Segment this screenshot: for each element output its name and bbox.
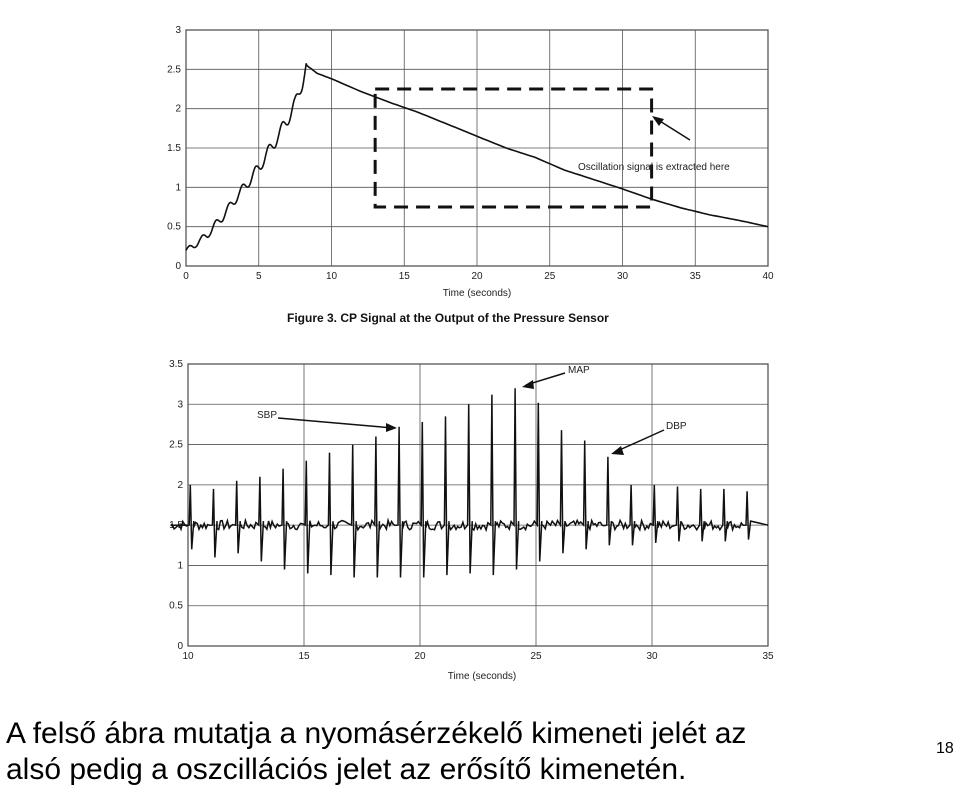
sbp-arrow bbox=[277, 417, 394, 429]
c2-x-tick-label: 30 bbox=[646, 651, 658, 662]
figure-canvas: 0 5 10 15 20 25 30 35 40 00.511.522.53 Oscillati… bbox=[167, 25, 774, 682]
chart2-y-ticks: 00.511.522.533.5 bbox=[169, 359, 183, 652]
c1-x-tick-label: 25 bbox=[544, 271, 556, 282]
chart1-extraction-box bbox=[373, 87, 654, 209]
c1-y-tick-label: 1 bbox=[175, 182, 181, 193]
chart1-x-axis-label: Time (seconds) bbox=[443, 288, 512, 299]
cp-signal-chart: 0 5 10 15 20 25 30 35 40 0 0.5 1 1.5 2 2.5 3 Oscillati… bbox=[167, 25, 774, 325]
c1-x-tick-label: 0 bbox=[183, 271, 189, 282]
c1-y-tick-label: 0 bbox=[175, 261, 181, 272]
c1-y-tick-label: 1.5 bbox=[167, 143, 181, 154]
c2-y-tick-label: 1 bbox=[177, 560, 183, 571]
c2-y-tick-label: 2 bbox=[177, 480, 183, 491]
c2-x-tick-label: 10 bbox=[182, 651, 194, 662]
c1-x-tick-label: 10 bbox=[326, 271, 338, 282]
chart1-arrow-head bbox=[652, 116, 664, 126]
c2-y-tick-label: 3.5 bbox=[169, 359, 183, 370]
c1-x-tick-label: 5 bbox=[256, 271, 262, 282]
c1-x-tick-label: 30 bbox=[617, 271, 629, 282]
sbp-arrow-head bbox=[386, 423, 397, 432]
dbp-label: DBP bbox=[666, 421, 687, 432]
c1-x-tick-label: 35 bbox=[690, 271, 702, 282]
c2-x-tick-label: 35 bbox=[762, 651, 774, 662]
chart2-grid bbox=[187, 363, 769, 647]
page-number: 18 bbox=[936, 740, 954, 757]
chart2-oscillation-line bbox=[170, 388, 769, 578]
chart1-annotation-text: Oscillation signal is extracted here bbox=[578, 162, 730, 173]
c2-x-tick-label: 25 bbox=[530, 651, 542, 662]
chart1-caption: Figure 3. CP Signal at the Output of the… bbox=[287, 311, 609, 325]
chart1-x-ticks: 0 5 10 15 20 25 30 35 40 bbox=[183, 271, 774, 282]
c1-x-tick-label: 40 bbox=[762, 271, 774, 282]
c1-x-tick-label: 15 bbox=[399, 271, 411, 282]
c1-y-tick-label: 0.5 bbox=[167, 222, 181, 233]
sbp-label: SBP bbox=[257, 410, 277, 421]
chart2-x-axis-label: Time (seconds) bbox=[448, 671, 517, 682]
chart2-x-ticks: 10 15 20 25 30 35 bbox=[182, 651, 774, 662]
chart1-signal-line bbox=[185, 63, 769, 251]
chart1-grid bbox=[185, 29, 769, 267]
c1-x-tick-label: 20 bbox=[471, 271, 483, 282]
dbp-arrow-head bbox=[611, 446, 624, 455]
slide-text-line-1: A felső ábra mutatja a nyomásérzékelő ki… bbox=[6, 717, 747, 750]
c1-y-tick-label: 2.5 bbox=[167, 64, 181, 75]
c2-y-tick-label: 0.5 bbox=[169, 601, 183, 612]
c1-y-tick-label: 3 bbox=[175, 25, 181, 36]
slide-text-line-2: alsó pedig a oszcillációs jelet az erősí… bbox=[6, 753, 687, 786]
oscillation-signal-chart: 10 15 20 25 30 35 00.511.522.533.5 SBP MAP DB… bbox=[169, 359, 774, 682]
map-label: MAP bbox=[568, 365, 590, 376]
c2-x-tick-label: 15 bbox=[298, 651, 310, 662]
dbp-arrow bbox=[614, 429, 665, 453]
c2-y-tick-label: 0 bbox=[177, 641, 183, 652]
chart2-plot-frame bbox=[187, 363, 769, 647]
slide-description: A felső ábra mutatja a nyomásérzékelő ki… bbox=[6, 716, 906, 788]
c2-x-tick-label: 20 bbox=[414, 651, 426, 662]
c1-y-tick-label: 2 bbox=[175, 104, 181, 115]
chart1-y-ticks: 0 0.5 1 1.5 2 2.5 3 bbox=[167, 25, 181, 272]
c2-y-tick-label: 2.5 bbox=[169, 440, 183, 451]
c2-y-tick-label: 3 bbox=[177, 399, 183, 410]
map-arrow-head bbox=[522, 380, 534, 389]
